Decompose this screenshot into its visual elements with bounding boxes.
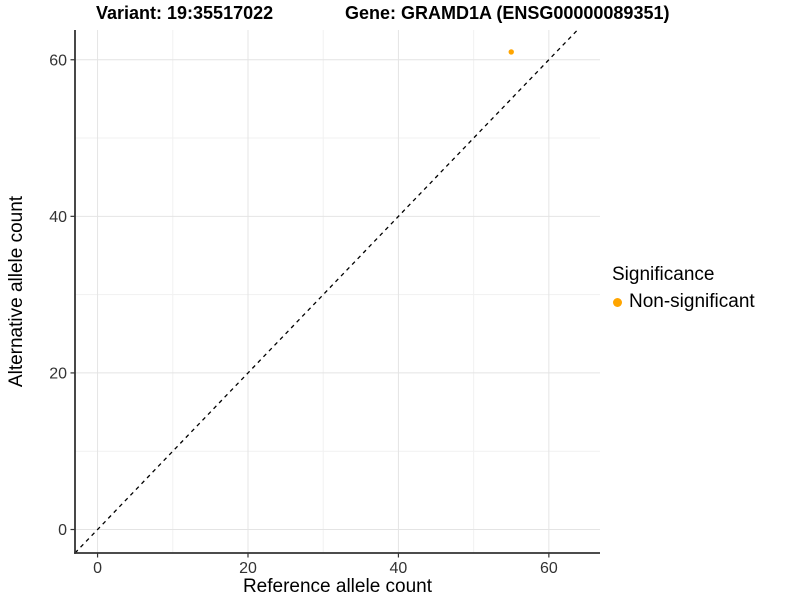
plot-title-variant: Variant: 19:35517022 [96,3,274,23]
y-axis-tick-label: 40 [49,209,67,226]
legend: Significance Non-significant [610,264,755,313]
legend-item: Non-significant [610,291,755,313]
data-point [508,49,514,55]
plot-title-gene: Gene: GRAMD1A (ENSG00000089351) [345,3,670,23]
x-axis-tick-label: 20 [239,560,257,577]
legend-key [610,295,625,310]
legend-item-label: Non-significant [629,291,755,312]
y-axis-tick-label: 60 [49,52,67,69]
x-axis-title: Reference allele count [243,576,433,597]
y-axis-title: Alternative allele count [6,195,27,387]
y-axis-tick-label: 0 [58,522,67,539]
y-axis-tick-label: 20 [49,365,67,382]
x-axis-tick-label: 0 [93,560,102,577]
x-axis-tick-label: 60 [540,560,558,577]
legend-point-icon [613,297,622,307]
x-axis-tick-label: 40 [390,560,408,577]
legend-title: Significance [612,264,715,285]
identity-reference-line [74,29,578,554]
